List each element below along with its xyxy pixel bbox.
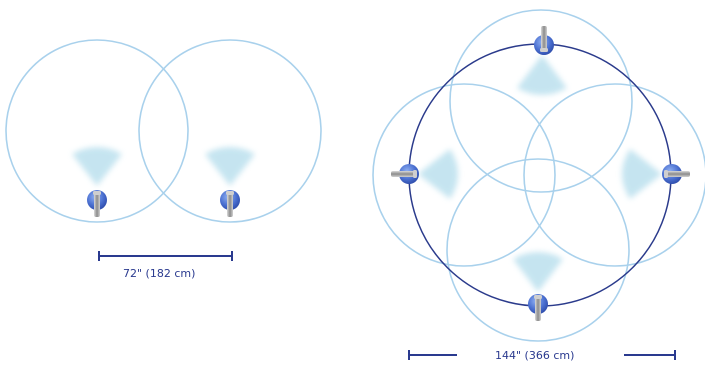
measurement-bar (98, 251, 233, 261)
coverage-circle (372, 83, 556, 267)
spray-cone (622, 149, 662, 199)
measurement-bar (408, 350, 676, 360)
sprinkler-nozzle-icon (220, 190, 240, 217)
spray-cone (72, 147, 122, 186)
coverage-circle (523, 83, 705, 267)
spray-cone (517, 55, 567, 95)
coverage-circle (449, 9, 633, 193)
measurement-label-72-inch: 72" (182 cm) (123, 267, 196, 280)
sprinkler-nozzle-icon (662, 164, 690, 184)
right-figure (372, 9, 705, 360)
coverage-circle (446, 158, 630, 342)
measurement-label-144-inch: 144" (366 cm) (495, 349, 575, 362)
spray-cone (205, 147, 255, 186)
sprinkler-nozzle-icon (87, 190, 107, 217)
coverage-circle (138, 39, 322, 223)
coverage-circle (5, 39, 189, 223)
left-figure (5, 39, 322, 261)
spray-cone (418, 149, 458, 199)
spray-cone (513, 252, 563, 292)
sprinkler-nozzle-icon (534, 26, 554, 55)
sprinkler-nozzle-icon (528, 294, 548, 321)
sprinkler-nozzle-icon (391, 164, 419, 184)
